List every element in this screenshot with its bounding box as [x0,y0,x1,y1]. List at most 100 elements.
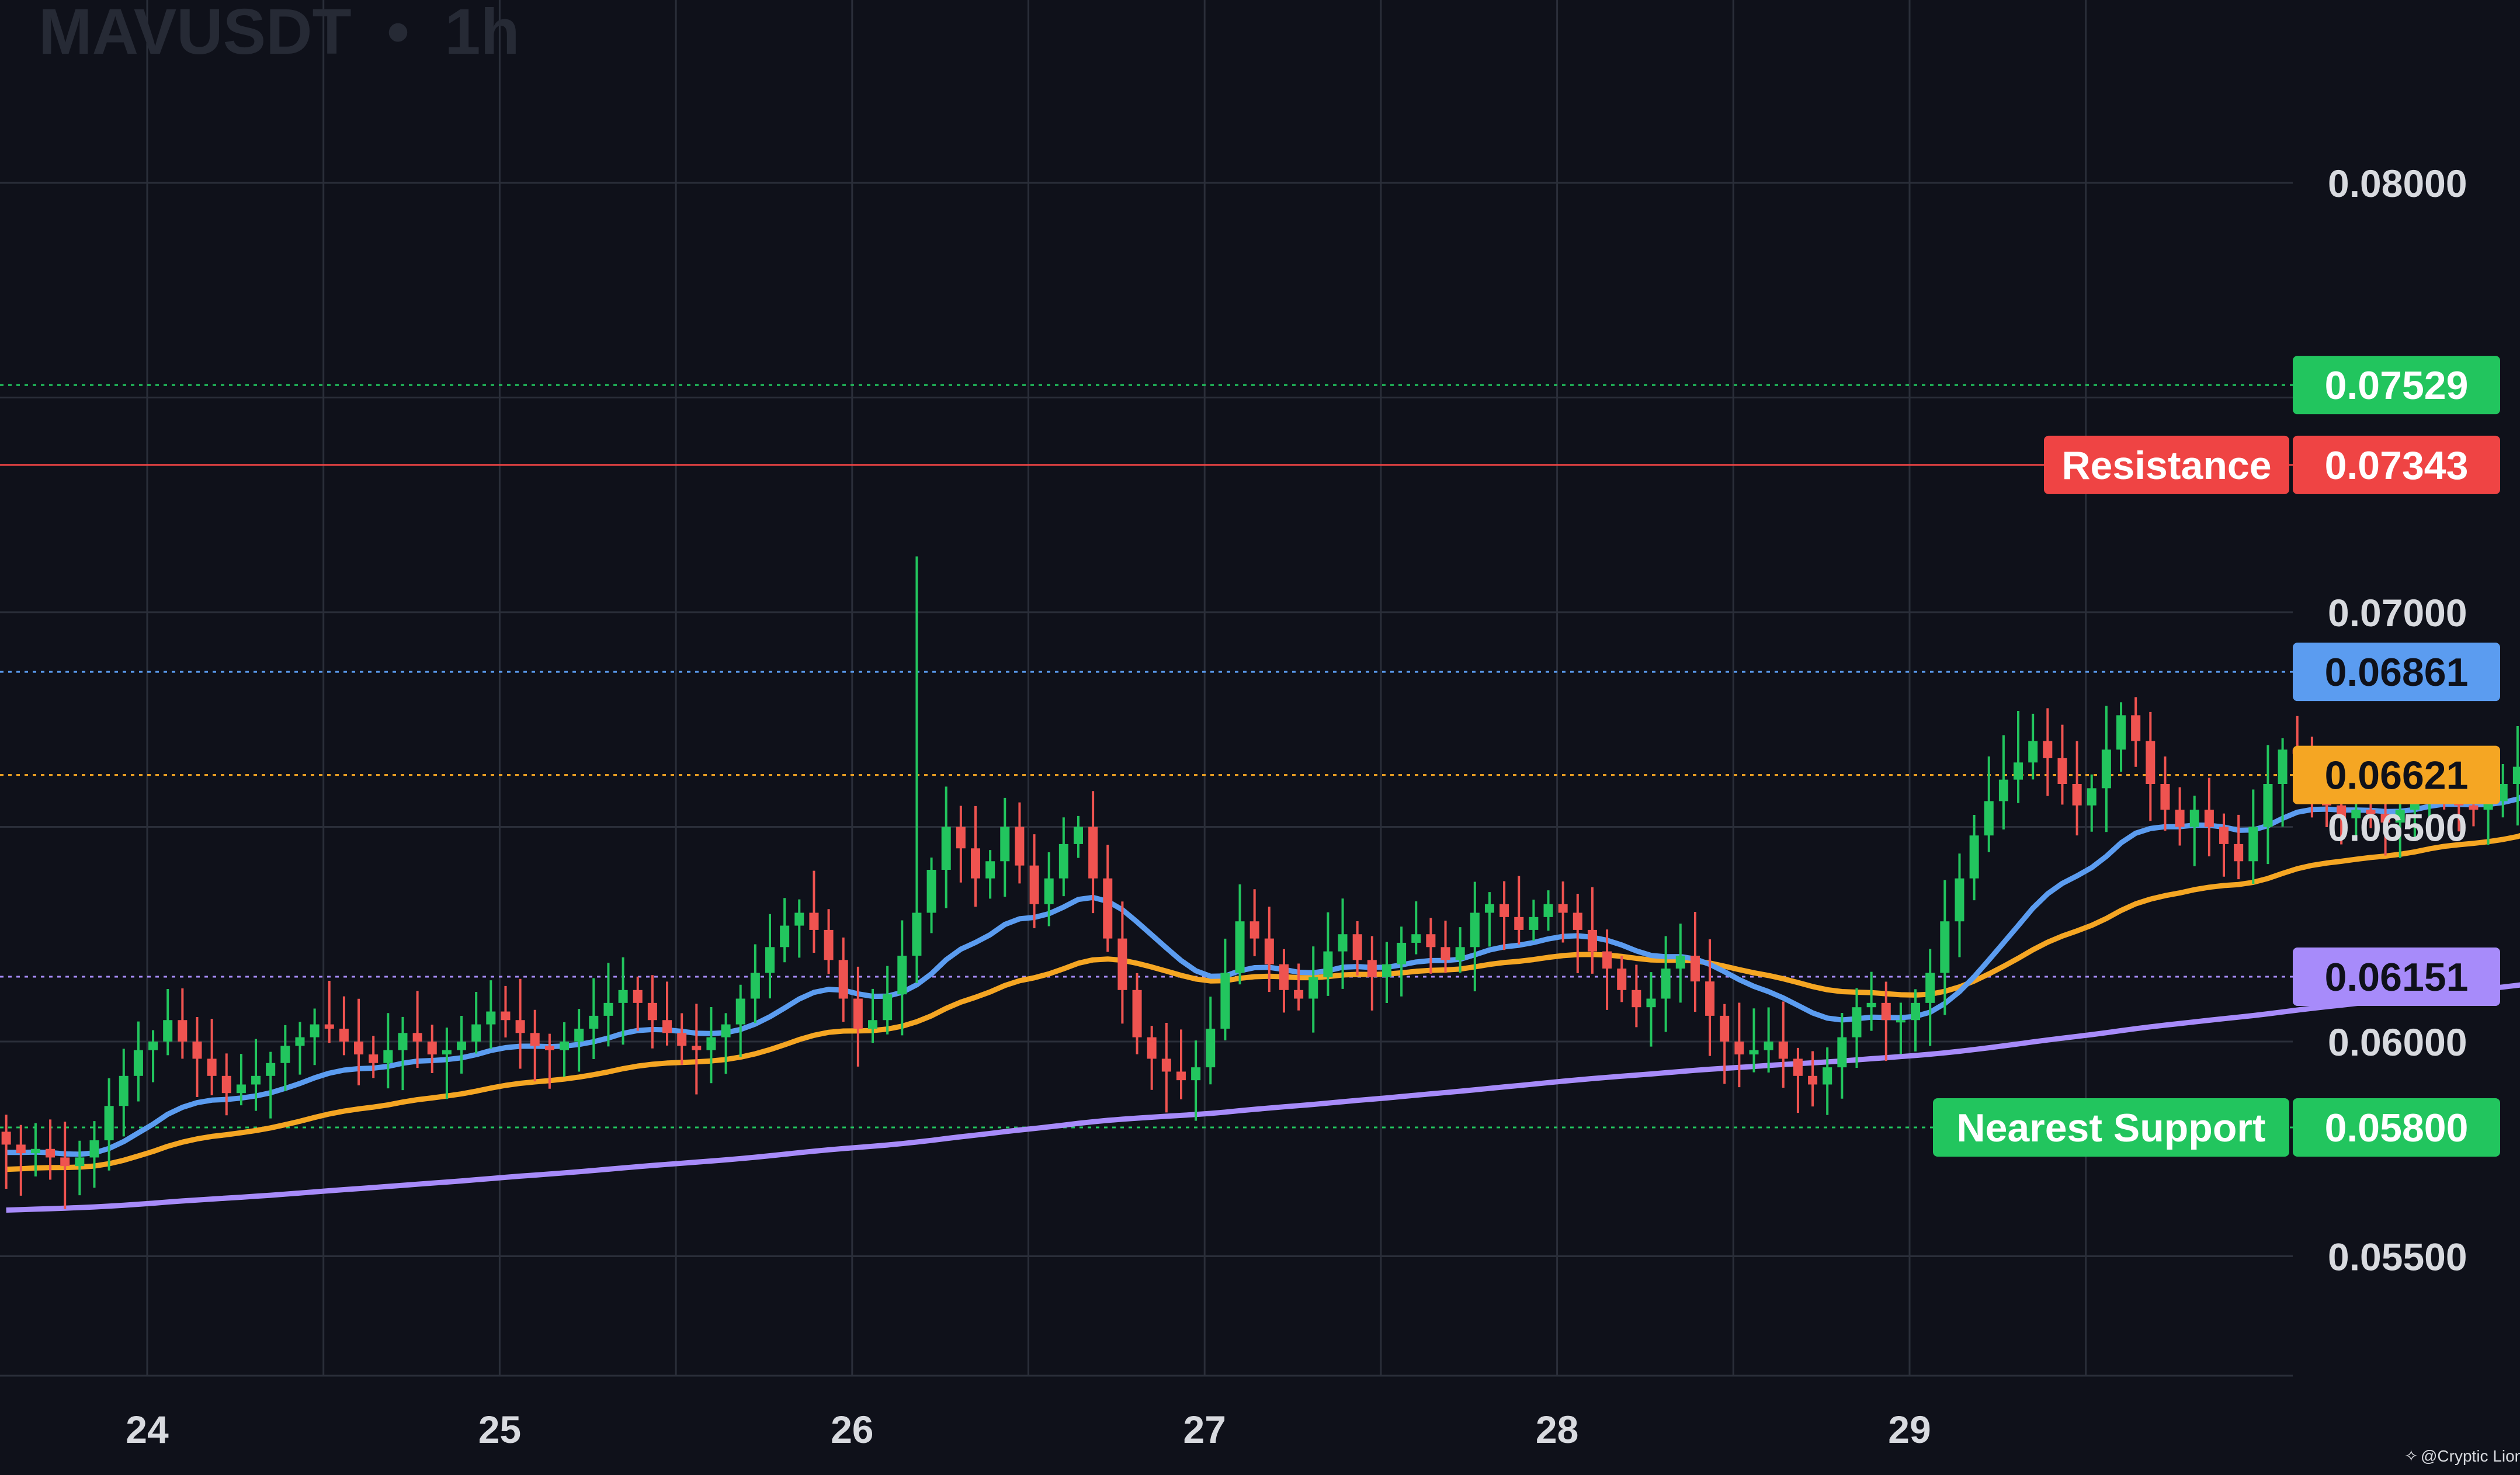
candle-body [1220,973,1230,1029]
candle-body [2043,741,2053,758]
candle [2248,789,2258,884]
candle-body [662,1020,672,1033]
candle-body [236,1084,246,1094]
candle [1661,936,1671,1032]
candle-body [750,973,760,999]
candle-body [1088,827,1098,879]
candle [1998,735,2008,830]
candle [1690,912,1700,1012]
candle [1484,892,1494,947]
candle-body [589,1015,599,1029]
level-label-text: Resistance [2061,443,2271,488]
candle-body [2131,715,2141,741]
candle [1323,912,1333,996]
candle-body [442,1050,452,1055]
candle-body [1852,1007,1862,1037]
candle [2189,796,2199,866]
price-tag-box [2293,643,2500,702]
candle [1073,815,1083,858]
candle-body [1470,912,1480,948]
price-tag: 0.06621 [2293,745,2500,804]
candle [1308,946,1318,1033]
candle [1441,920,1450,973]
date-tick-label: 27 [1183,1408,1226,1451]
candle-body [1661,969,1671,999]
candle-body [1573,912,1582,930]
price-tag: 0.06151 [2293,948,2500,1007]
candle-body [1646,998,1656,1008]
price-tag: 0.07343 Resistance [2044,435,2500,494]
candle-body [2072,784,2082,806]
candle-body [574,1028,584,1042]
candle-body [339,1028,349,1042]
candle-body [1103,878,1113,939]
candle [1632,964,1641,1028]
candle [1881,981,1891,1061]
candle-body [119,1075,129,1106]
ema-fast-line [6,794,2520,1157]
ema-mid-line [6,832,2520,1172]
candle-body [794,912,804,926]
candle-body [867,1020,877,1029]
price-tag-box [2293,356,2500,415]
watermark: ✧ @Cryptic Lion [2404,1447,2520,1465]
candle-body [515,1020,525,1033]
candle-body [2512,766,2520,784]
candle [104,1078,114,1171]
candle-body [1000,827,1010,862]
candle [1720,1004,1730,1084]
candle [1866,971,1876,1031]
candle-body [75,1157,85,1167]
candle-body [883,994,893,1021]
candle [1955,853,1964,957]
candle-body [2101,749,2111,789]
moving-averages [6,794,2520,1213]
candle-body [1264,938,1274,964]
candle [853,966,863,1067]
candle-body [2219,827,2229,844]
candle [16,1125,26,1196]
candle [692,1004,702,1095]
candle [824,909,834,974]
candle [280,1025,290,1091]
candle [1543,890,1553,931]
candle [1397,926,1407,997]
candle [1823,1047,1832,1115]
candle-body [1029,865,1039,904]
candle-body [926,870,936,913]
candle [2131,697,2141,767]
candle [1764,1007,1773,1073]
candle [574,1009,584,1072]
candle [897,920,907,1036]
candle-body [1587,929,1597,952]
symbol-label: MAVUSDT [39,0,352,68]
candle-body [1294,990,1304,999]
candle [2219,813,2229,877]
candle-body [2014,762,2023,780]
candle-body [398,1033,408,1050]
candle [2512,726,2520,826]
candle [1,1115,11,1189]
price-tag-box [2293,948,2500,1007]
candle [560,1022,570,1077]
date-tick-label: 29 [1888,1408,1931,1451]
candle-body [471,1024,481,1042]
candle-body [501,1011,511,1021]
candle [1426,918,1436,974]
candle-body [412,1033,422,1042]
candle [1529,900,1539,941]
price-tag: 0.06861 [2293,643,2500,702]
candle [1808,1051,1818,1107]
price-tag-value: 0.06151 [2325,955,2469,999]
candle [2204,778,2214,856]
candle-body [970,848,980,879]
candle-body [1764,1042,1773,1050]
candle [589,978,599,1059]
price-tag-value: 0.07343 [2325,443,2469,488]
candle-body [266,1063,276,1076]
candle-body [956,827,966,849]
candle [1911,989,1921,1051]
candle-body [2278,749,2288,784]
candle-body [207,1058,217,1076]
